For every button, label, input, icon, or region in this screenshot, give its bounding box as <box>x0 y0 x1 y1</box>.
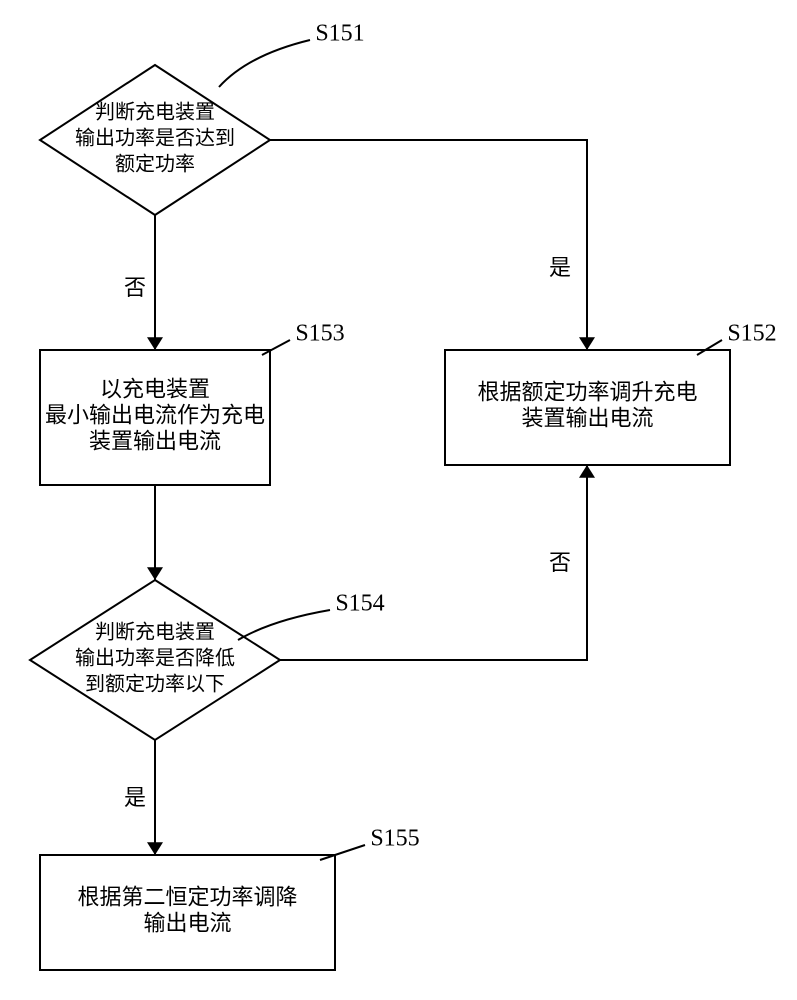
node-d154-line-0: 判断充电装置 <box>95 621 215 644</box>
arrow-head <box>579 337 595 350</box>
node-b152-line-0: 根据额定功率调升充电 <box>477 380 697 405</box>
node-b153-line-2: 装置输出电流 <box>89 429 221 454</box>
arrow-head <box>147 567 163 580</box>
edge-label-d151-b153: 否 <box>124 275 146 300</box>
node-b152-step-label: S152 <box>727 321 776 347</box>
edge-d154-b152 <box>280 465 587 660</box>
label-leader <box>262 340 290 355</box>
node-d154-line-1: 输出功率是否降低 <box>75 647 235 670</box>
node-b153-line-1: 最小输出电流作为充电 <box>45 403 265 428</box>
node-b152-line-1: 装置输出电流 <box>521 406 653 431</box>
node-b155-line-1: 输出电流 <box>143 911 231 936</box>
node-b155-line-0: 根据第二恒定功率调降 <box>77 885 297 910</box>
label-leader <box>238 610 330 640</box>
node-d151-step-label: S151 <box>315 21 364 47</box>
arrow-head <box>147 337 163 350</box>
arrow-head <box>579 465 595 478</box>
label-leader <box>320 845 365 860</box>
edge-d151-b152 <box>270 140 587 350</box>
node-d151-line-0: 判断充电装置 <box>95 101 215 124</box>
node-d151-line-2: 额定功率 <box>115 153 195 176</box>
edge-label-d154-b152: 否 <box>549 550 571 575</box>
node-d154-step-label: S154 <box>335 591 384 617</box>
arrow-head <box>147 842 163 855</box>
edge-label-d154-b155: 是 <box>124 785 146 810</box>
edge-label-d151-b152: 是 <box>549 255 571 280</box>
node-d154-line-2: 到额定功率以下 <box>85 673 225 696</box>
node-d151-line-1: 输出功率是否达到 <box>75 127 235 150</box>
node-b155-step-label: S155 <box>370 826 419 852</box>
label-leader <box>219 40 310 87</box>
node-b153-line-0: 以充电装置 <box>100 377 210 402</box>
node-b153-step-label: S153 <box>295 321 344 347</box>
